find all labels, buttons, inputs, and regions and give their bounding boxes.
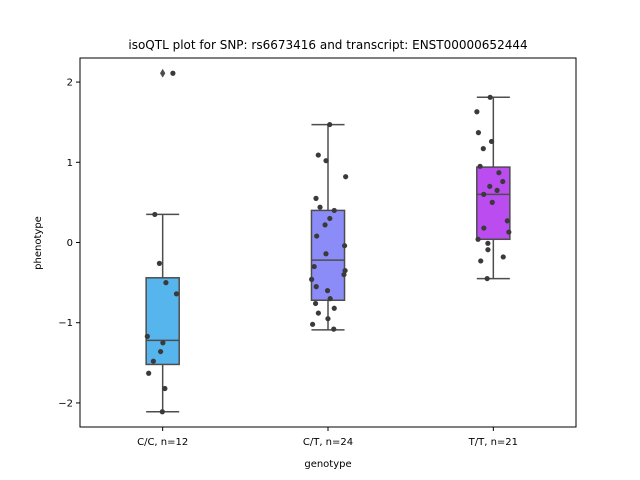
y-tick-label: 0 (67, 238, 73, 249)
data-point (325, 316, 331, 322)
data-point (331, 305, 337, 311)
box-iqr (145, 277, 180, 366)
data-point (163, 280, 169, 286)
data-point (150, 358, 156, 364)
data-point (341, 271, 347, 278)
data-point (156, 260, 163, 266)
data-point (309, 276, 315, 282)
data-point (144, 333, 150, 339)
axis-layer: −2 −1 0 1 2 C/C, n=12 C/T, n=24 T/T, n=21 (58, 78, 518, 448)
x-tick-label: C/C, n=12 (137, 437, 188, 448)
data-point (477, 163, 483, 169)
data-point (160, 340, 166, 346)
data-point (504, 218, 510, 224)
data-point (475, 130, 482, 136)
data-point (159, 409, 165, 415)
y-tick-label: 2 (67, 78, 73, 89)
data-point (478, 258, 484, 264)
data-point (341, 243, 348, 249)
data-point (475, 236, 481, 242)
y-tick-label: −2 (58, 398, 73, 409)
data-point (313, 195, 319, 201)
box-group (145, 68, 180, 413)
data-point (324, 288, 331, 294)
data-point (173, 291, 180, 297)
data-point (481, 225, 487, 231)
data-point (327, 215, 333, 222)
y-axis-title: phenotype (33, 216, 44, 270)
data-point (327, 296, 333, 302)
plot-layer (144, 68, 512, 415)
data-point (500, 178, 506, 185)
data-point (323, 251, 329, 257)
data-point (327, 121, 333, 128)
data-point (170, 70, 176, 76)
data-point (158, 348, 164, 355)
y-tick-label: −1 (58, 318, 73, 329)
data-point (489, 199, 495, 205)
data-point (322, 222, 328, 228)
data-point (494, 187, 500, 193)
data-point (146, 370, 152, 376)
data-point (311, 263, 317, 270)
data-point (323, 158, 329, 164)
data-point (487, 183, 493, 189)
data-point (500, 254, 506, 260)
data-point (315, 152, 321, 158)
data-point (488, 138, 495, 145)
data-point (487, 94, 493, 100)
data-point (485, 247, 491, 253)
data-point (474, 109, 480, 115)
x-tick-label: C/T, n=24 (303, 437, 353, 448)
data-point (309, 321, 316, 327)
data-point (506, 229, 512, 235)
data-point (313, 284, 319, 290)
outlier-marker (159, 68, 166, 78)
data-point (342, 267, 348, 274)
data-point (481, 191, 487, 197)
data-point (343, 174, 349, 180)
data-point (331, 326, 337, 332)
data-point (484, 275, 490, 282)
data-point (312, 300, 319, 307)
chart-title: isoQTL plot for SNP: rs6673416 and trans… (128, 38, 527, 52)
data-point (331, 207, 337, 214)
x-tick-label: T/T, n=21 (468, 437, 518, 448)
data-point (162, 385, 168, 392)
data-point (317, 204, 323, 210)
data-point (152, 211, 158, 218)
data-point (314, 233, 320, 239)
data-point (315, 310, 321, 316)
data-point (496, 170, 502, 176)
x-axis-title: genotype (304, 459, 351, 470)
y-tick-label: 1 (67, 158, 73, 169)
data-point (485, 240, 491, 246)
data-point (480, 146, 486, 152)
